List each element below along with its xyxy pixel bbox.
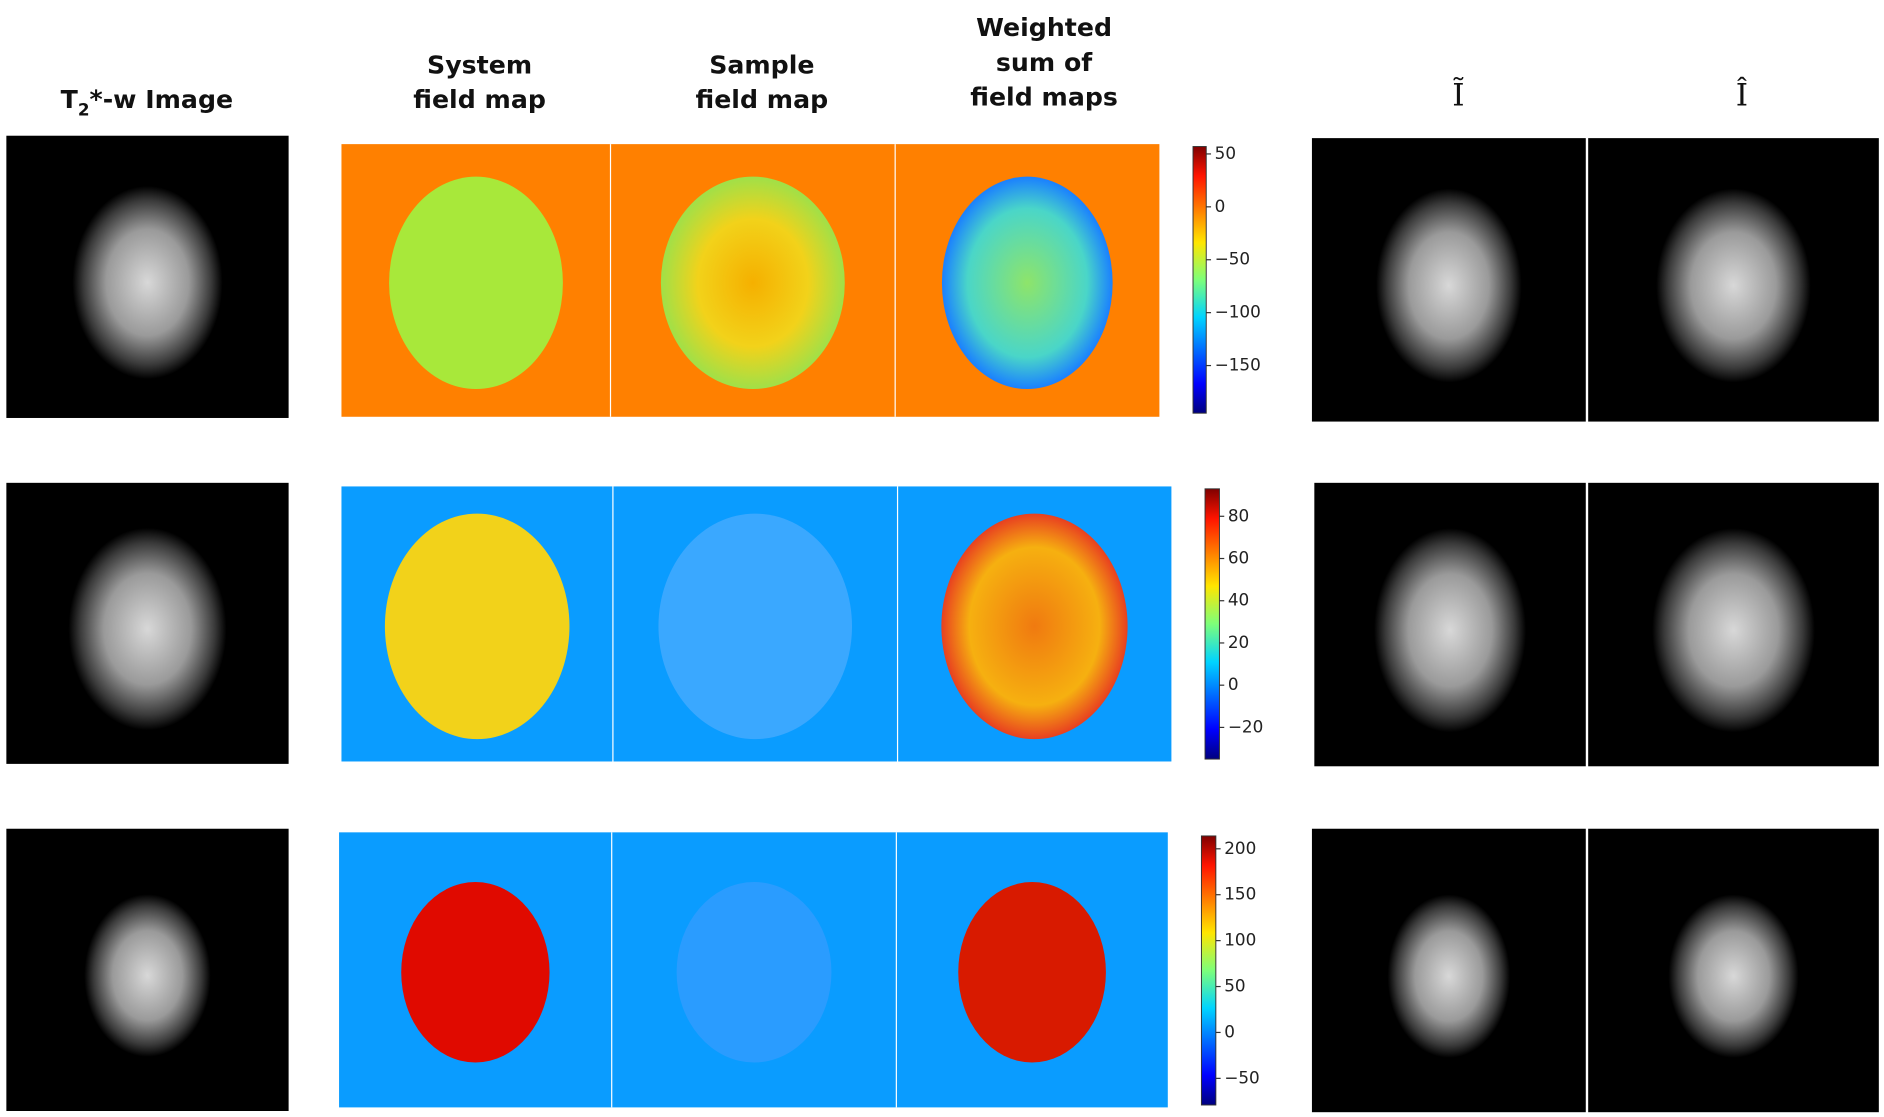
colorbar-tick-label: −50: [1215, 249, 1250, 269]
column-header: field maps: [970, 83, 1118, 112]
colorbar-tick-label: 0: [1224, 1021, 1235, 1041]
colorbar-tick-label: 40: [1228, 590, 1249, 610]
colorbar-tick-label: 50: [1215, 143, 1236, 163]
brain: [84, 894, 211, 1057]
colorbar-tick-label: 50: [1224, 976, 1245, 996]
field-map-brain: [941, 176, 1113, 390]
colorbar-tick-label: 200: [1224, 838, 1256, 858]
field-map-brain: [389, 176, 563, 390]
colorbar-tick-label: 60: [1228, 548, 1249, 568]
column-header: field map: [413, 85, 546, 114]
colorbar-tick-label: 0: [1228, 674, 1239, 694]
brain: [1652, 528, 1815, 733]
field-map-brain: [958, 882, 1106, 1063]
field-map-brain: [384, 513, 570, 740]
column-header: Î: [1736, 76, 1748, 114]
field-map-brain: [941, 513, 1128, 740]
colorbar-tick-label: −150: [1215, 355, 1261, 375]
colorbar: [1200, 835, 1217, 1106]
colorbar-tick-label: −20: [1228, 716, 1263, 736]
colorbar-tick-label: 80: [1228, 505, 1249, 525]
colorbar-tick-label: 20: [1228, 632, 1249, 652]
brain: [1668, 894, 1799, 1058]
colorbar: [1192, 146, 1207, 414]
field-map-brain: [401, 882, 550, 1063]
colorbar-tick-label: 0: [1215, 196, 1226, 216]
colorbar: [1204, 488, 1220, 760]
field-map-brain: [660, 176, 845, 390]
column-header: T2*-w Image: [61, 85, 233, 119]
brain: [1374, 528, 1527, 733]
field-map-brain: [658, 513, 853, 740]
field-map-brain: [676, 882, 832, 1063]
colorbar-tick-label: −100: [1215, 302, 1261, 322]
column-header: Sample: [709, 50, 814, 79]
brain: [1387, 894, 1511, 1058]
brain: [1376, 188, 1522, 383]
colorbar-tick-label: 100: [1224, 930, 1256, 950]
colorbar-tick-label: −50: [1224, 1067, 1259, 1087]
brain: [68, 527, 227, 731]
column-header: field map: [696, 85, 829, 114]
column-header: sum of: [996, 48, 1093, 77]
brain: [1656, 188, 1811, 383]
brain: [72, 185, 223, 380]
column-header: System: [427, 50, 532, 79]
colorbar-tick-label: 150: [1224, 884, 1256, 904]
column-header: Ĩ: [1452, 77, 1464, 114]
column-header: Weighted: [976, 13, 1112, 42]
